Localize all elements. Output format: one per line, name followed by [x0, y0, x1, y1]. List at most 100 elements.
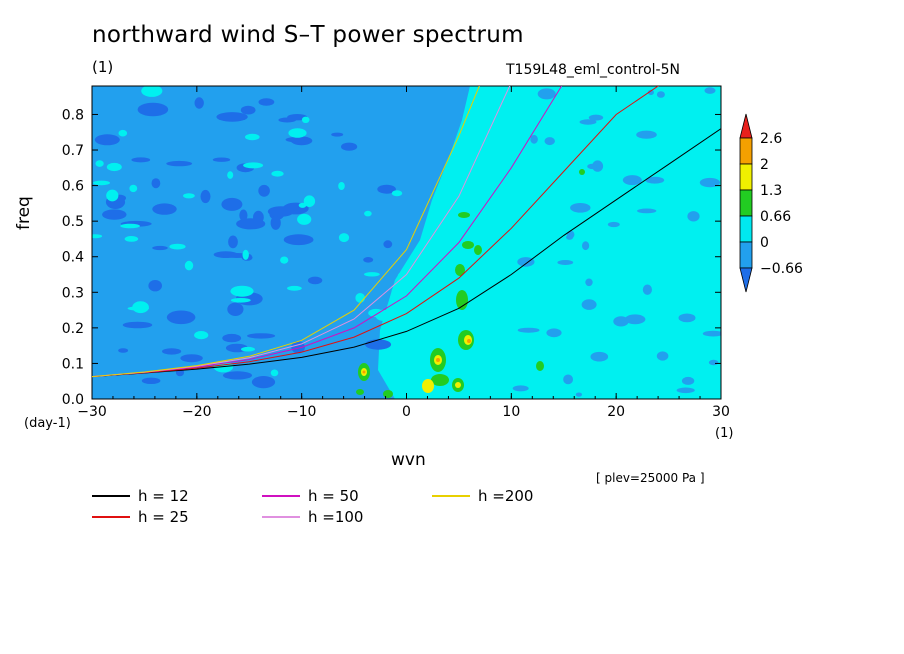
field-patch-low [656, 91, 665, 98]
field-patch-lower [180, 354, 203, 363]
field-patch-low [637, 208, 657, 214]
field-patch-low [592, 160, 604, 172]
field-patch-cyan [364, 272, 380, 277]
y-unit-bottom: (day-1) [24, 416, 71, 431]
field-patch-lower [151, 178, 161, 189]
field-patch-cyan [243, 162, 264, 169]
field-patch-cyan [391, 286, 404, 297]
pressure-level-label: [ plev=25000 Pa ] [596, 471, 705, 485]
field-patch-cyan [416, 269, 428, 277]
chart-title: northward wind S–T power spectrum [92, 22, 524, 48]
x-tick-label: 0 [402, 404, 411, 420]
field-patch-lower [118, 348, 129, 353]
field-hotspot [362, 370, 366, 374]
field-patch-low [642, 284, 653, 295]
field-patch-lower [341, 142, 358, 151]
field-patch-lower [162, 348, 182, 355]
field-patch-lower [228, 235, 238, 249]
field-patch-lower [240, 105, 256, 115]
field-patch-low [581, 299, 597, 310]
field-patch-low [636, 130, 657, 139]
colorbar-label: 0.66 [760, 209, 791, 225]
y-tick-label: 0.4 [62, 250, 84, 266]
field-hotspot [462, 241, 474, 249]
legend-swatch [262, 495, 300, 497]
field-patch-lower [145, 103, 156, 108]
field-patch-cyan [298, 202, 307, 208]
field-patch-lower [251, 376, 276, 389]
legend-item: h = 25 [92, 508, 189, 526]
legend-item: h = 12 [92, 487, 189, 505]
field-hotspot [455, 382, 461, 388]
field-patch-low [546, 328, 562, 338]
colorbar-top-arrow [739, 113, 753, 139]
field-patch-low [681, 376, 695, 385]
x-tick-label: −30 [77, 404, 107, 420]
colorbar-label: 2.6 [760, 131, 782, 147]
legend-label: h = 12 [138, 487, 189, 505]
field-patch-lower [365, 339, 392, 350]
field-patch-lower [166, 160, 193, 167]
field-patch-lower [141, 377, 161, 384]
colorbar-label: 1.3 [760, 183, 782, 199]
field-patch-cyan [141, 86, 163, 97]
field-patch-cyan [106, 189, 119, 202]
legend-item: h =200 [432, 487, 533, 505]
x-tick-label: 30 [712, 404, 730, 420]
field-patch-low [687, 211, 700, 222]
field-patch-cyan [287, 285, 302, 291]
y-tick-label: 0.7 [62, 143, 84, 159]
colorbar-box [739, 241, 753, 269]
field-hotspot [474, 245, 482, 255]
field-patch-lower [307, 276, 323, 285]
field-patch-cyan [390, 368, 403, 381]
y-tick-label: 0.5 [62, 214, 84, 230]
field-patch-lower [363, 257, 374, 263]
field-patch-lower [221, 197, 243, 211]
field-patch-cyan [230, 298, 251, 303]
field-patch-lower [258, 184, 270, 197]
field-layer [92, 86, 721, 399]
field-patch-low [570, 203, 591, 213]
field-patch-lower [377, 184, 396, 194]
field-patch-cyan [93, 180, 110, 186]
x-axis-label: wvn [391, 450, 426, 470]
field-patch-lower [137, 102, 169, 117]
field-patch-lower [285, 136, 310, 143]
legend-label: h =200 [478, 487, 534, 505]
colorbar-box [739, 215, 753, 243]
legend-label: h =100 [308, 508, 364, 526]
field-patch-low [699, 177, 721, 188]
field-patch-lower [222, 371, 253, 380]
field-patch-cyan [338, 182, 345, 190]
legend-swatch [432, 495, 470, 497]
field-patch-low [708, 359, 719, 366]
field-patch-cyan [132, 301, 149, 314]
field-patch-low [588, 114, 604, 121]
field-patch-low [579, 119, 597, 125]
field-patch-cyan [118, 129, 128, 137]
field-patch-cyan [364, 210, 372, 217]
field-hotspot [455, 264, 465, 276]
y-tick-label: 0.3 [62, 285, 84, 301]
experiment-label: T159L48_eml_control-5N [506, 62, 680, 78]
field-patch-low [645, 176, 665, 184]
field-patch-cyan [375, 309, 392, 321]
field-patch-low [585, 278, 593, 287]
field-patch-cyan [355, 293, 366, 303]
field-patch-lower [236, 218, 266, 230]
field-patch-low [656, 351, 669, 361]
field-patch-cyan [242, 249, 249, 260]
y-tick-label: 0.1 [62, 356, 84, 372]
field-patch-cyan [124, 236, 139, 242]
field-patch-low [566, 234, 574, 240]
y-tick-label: 0.8 [62, 107, 84, 123]
field-patch-cyan [92, 234, 103, 239]
field-patch-lower [227, 302, 244, 316]
field-patch-low [624, 314, 646, 325]
colorbar-box [739, 137, 753, 165]
colorbar-label: 2 [760, 157, 769, 173]
field-hotspot [431, 374, 449, 386]
field-patch-cyan [297, 213, 312, 225]
field-patch-lower [194, 97, 204, 109]
